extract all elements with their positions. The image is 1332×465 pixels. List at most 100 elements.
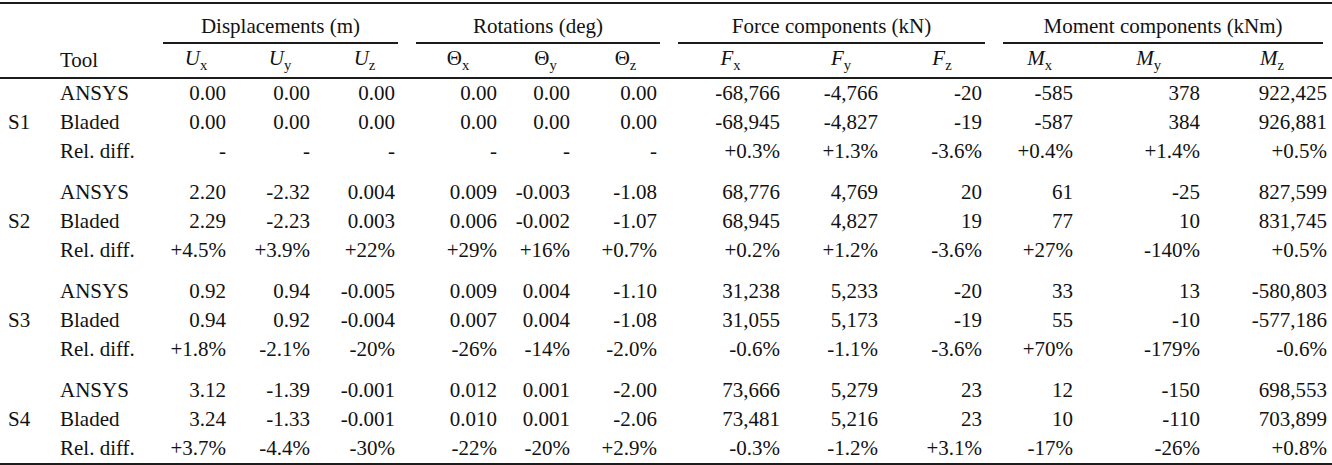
- value-cell: -10: [1085, 306, 1212, 335]
- tool-cell: ANSYS: [48, 376, 154, 405]
- value-cell: 0.00: [509, 108, 582, 137]
- value-cell: 3.24: [154, 405, 238, 434]
- value-cell: 31,055: [669, 306, 792, 335]
- value-cell: 68,776: [669, 178, 792, 207]
- value-cell: 0.92: [238, 306, 322, 335]
- table-header: Displacements (m) Rotations (deg) Force …: [0, 3, 1332, 78]
- col-header-fz: Fz: [890, 44, 994, 78]
- value-cell: 0.009: [407, 178, 509, 207]
- value-cell: +3.9%: [238, 236, 322, 265]
- col-header-uz: Uz: [322, 44, 407, 78]
- value-cell: +0.5%: [1212, 137, 1332, 166]
- value-cell: -20: [890, 78, 994, 108]
- value-cell: +1.3%: [792, 137, 890, 166]
- value-cell: -0.6%: [1212, 335, 1332, 364]
- value-cell: 0.94: [238, 277, 322, 306]
- section-label: S4: [0, 376, 48, 465]
- col-subscript: z: [630, 58, 637, 74]
- column-group-forces: Force components (kN): [669, 3, 994, 44]
- col-symbol: M: [1136, 46, 1154, 70]
- col-symbol: U: [185, 46, 200, 70]
- col-header-ux: Ux: [154, 44, 238, 78]
- tool-cell: Rel. diff.: [48, 137, 154, 166]
- value-cell: -2.06: [582, 405, 669, 434]
- value-cell: 77: [994, 207, 1085, 236]
- value-cell: 0.92: [154, 277, 238, 306]
- col-symbol: U: [354, 46, 369, 70]
- value-cell: 5,216: [792, 405, 890, 434]
- value-cell: 0.00: [407, 108, 509, 137]
- value-cell: -110: [1085, 405, 1212, 434]
- column-group-rotations: Rotations (deg): [407, 3, 669, 44]
- column-group-displacements: Displacements (m): [154, 3, 407, 44]
- col-header-fx: Fx: [669, 44, 792, 78]
- col-subscript: y: [549, 58, 556, 74]
- col-subscript: x: [200, 58, 207, 74]
- value-cell: +4.5%: [154, 236, 238, 265]
- table-row-s1-0: S1ANSYS0.000.000.000.000.000.00-68,766-4…: [0, 78, 1332, 108]
- value-cell: 0.00: [509, 78, 582, 108]
- table-row-s4-1: Bladed3.24-1.33-0.0010.0100.001-2.0673,4…: [0, 405, 1332, 434]
- value-cell: -0.3%: [669, 434, 792, 465]
- table-row-s1-1: Bladed0.000.000.000.000.000.00-68,945-4,…: [0, 108, 1332, 137]
- tool-cell: Rel. diff.: [48, 335, 154, 364]
- value-cell: -4,766: [792, 78, 890, 108]
- column-group-moments: Moment components (kNm): [994, 3, 1332, 44]
- value-cell: -1.08: [582, 306, 669, 335]
- value-cell: -3.6%: [890, 335, 994, 364]
- section-label: S1: [0, 78, 48, 166]
- value-cell: 0.00: [582, 108, 669, 137]
- spacer-cell: [0, 265, 1332, 277]
- value-cell: +3.1%: [890, 434, 994, 465]
- value-cell: -1.1%: [792, 335, 890, 364]
- col-header-theta-z: Θz: [582, 44, 669, 78]
- col-header-mz: Mz: [1212, 44, 1332, 78]
- group-label: Moment components (kNm): [1043, 14, 1282, 38]
- value-cell: +2.9%: [582, 434, 669, 465]
- table-row-s2-0: S2ANSYS2.20-2.320.0040.009-0.003-1.0868,…: [0, 178, 1332, 207]
- value-cell: +70%: [994, 335, 1085, 364]
- value-cell: -2.23: [238, 207, 322, 236]
- value-cell: 0.00: [322, 108, 407, 137]
- value-cell: 2.20: [154, 178, 238, 207]
- col-symbol: F: [720, 46, 733, 70]
- col-header-theta-x: Θx: [407, 44, 509, 78]
- value-cell: 827,599: [1212, 178, 1332, 207]
- col-header-uy: Uy: [238, 44, 322, 78]
- value-cell: 20: [890, 178, 994, 207]
- value-cell: 0.00: [238, 78, 322, 108]
- value-cell: +0.7%: [582, 236, 669, 265]
- group-label: Displacements (m): [201, 14, 360, 38]
- value-cell: 0.00: [154, 108, 238, 137]
- value-cell: 33: [994, 277, 1085, 306]
- value-cell: 0.94: [154, 306, 238, 335]
- value-cell: +0.3%: [669, 137, 792, 166]
- value-cell: -140%: [1085, 236, 1212, 265]
- value-cell: -0.001: [322, 376, 407, 405]
- value-cell: -30%: [322, 434, 407, 465]
- value-cell: +3.7%: [154, 434, 238, 465]
- value-cell: -17%: [994, 434, 1085, 465]
- column-header-row: Tool UxUyUzΘxΘyΘzFxFyFzMxMyMz: [0, 44, 1332, 78]
- value-cell: -1.07: [582, 207, 669, 236]
- col-header-theta-y: Θy: [509, 44, 582, 78]
- value-cell: 55: [994, 306, 1085, 335]
- value-cell: -: [322, 137, 407, 166]
- table-body: S1ANSYS0.000.000.000.000.000.00-68,766-4…: [0, 78, 1332, 465]
- value-cell: +0.5%: [1212, 236, 1332, 265]
- value-cell: -2.1%: [238, 335, 322, 364]
- value-cell: 0.006: [407, 207, 509, 236]
- value-cell: -14%: [509, 335, 582, 364]
- value-cell: -1.39: [238, 376, 322, 405]
- col-subscript: z: [1278, 58, 1285, 74]
- value-cell: -: [407, 137, 509, 166]
- value-cell: 10: [1085, 207, 1212, 236]
- col-subscript: x: [462, 58, 469, 74]
- value-cell: 926,881: [1212, 108, 1332, 137]
- value-cell: 0.004: [509, 306, 582, 335]
- tool-cell: ANSYS: [48, 277, 154, 306]
- value-cell: 2.29: [154, 207, 238, 236]
- value-cell: +0.2%: [669, 236, 792, 265]
- value-cell: +1.4%: [1085, 137, 1212, 166]
- tool-cell: Bladed: [48, 207, 154, 236]
